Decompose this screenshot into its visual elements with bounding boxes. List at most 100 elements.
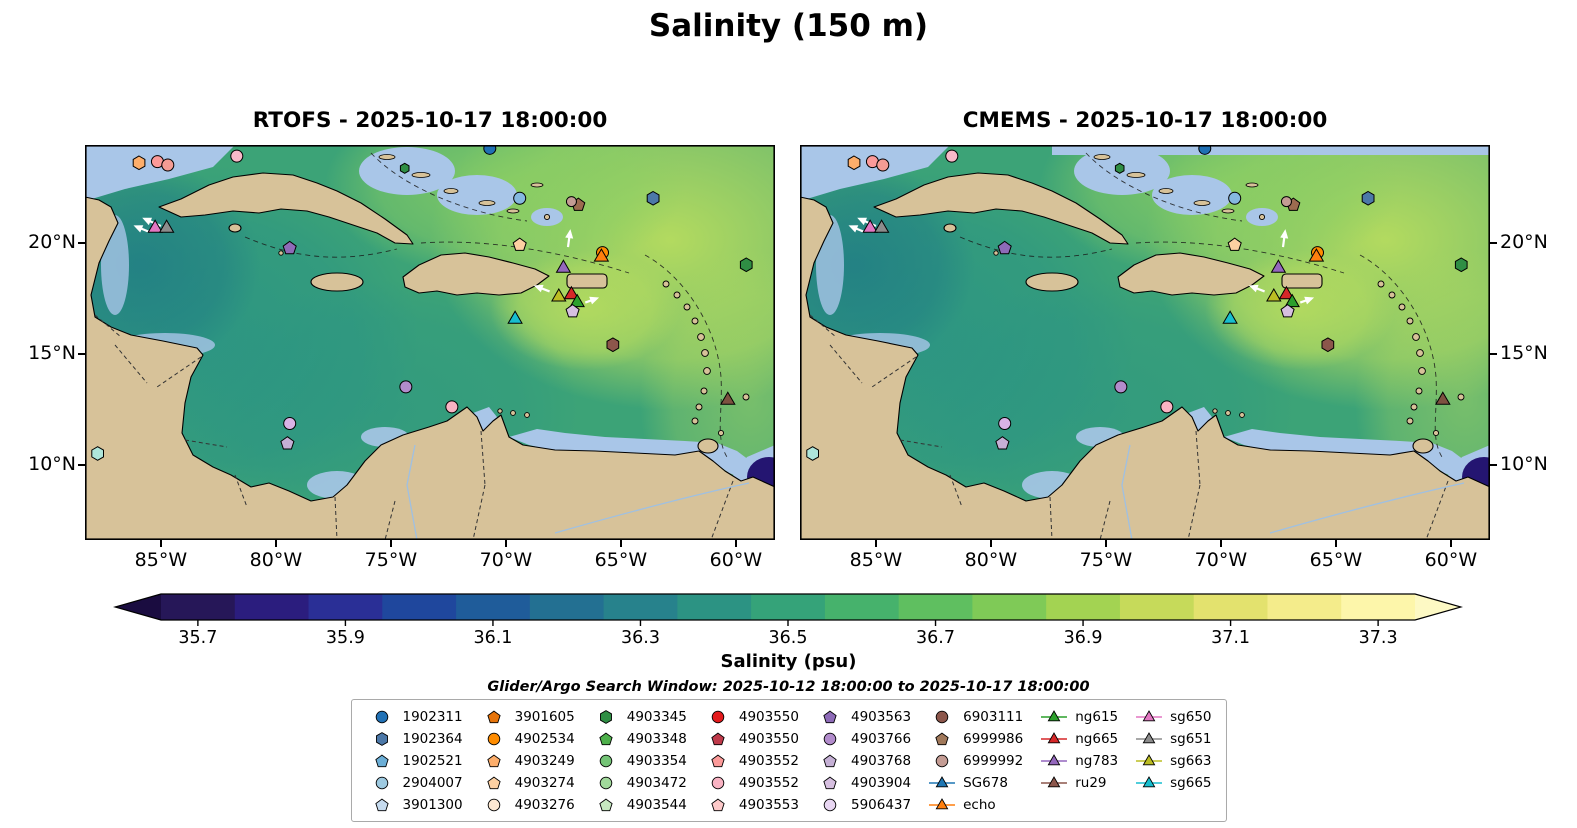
x-tick-label: 75°W [364, 549, 418, 571]
legend: 1902311 1902364 1902521 2904007 3901300 39016… [350, 699, 1227, 822]
map-marker-3901300 [91, 446, 104, 461]
circle-marker-icon [823, 732, 837, 745]
map-marker-6903111 [1321, 337, 1335, 353]
legend-label: 4903550 [738, 730, 799, 747]
map-marker-ng615 [569, 293, 585, 308]
legend-entry-4903274: 4903274 [478, 773, 575, 792]
legend-entry-ng615: ng615 [1038, 707, 1118, 726]
map-marker-6903111 [606, 337, 620, 353]
legend-label: 4903472 [626, 774, 687, 791]
x-tick-mark [1219, 540, 1222, 547]
legend-column: 6903111 6999986 6999992 SG678 echo [926, 707, 1023, 814]
glider-marker-icon [1041, 731, 1068, 743]
legend-label: 6999992 [963, 752, 1024, 769]
legend-label: 4903904 [850, 774, 912, 791]
glider-marker-icon [929, 775, 956, 787]
x-tick-label: 85°W [849, 549, 903, 571]
legend-label: 3901605 [514, 708, 575, 725]
legend-column: 3901605 4902534 4903249 4903274 4903276 [478, 707, 575, 814]
map-marker-ng615 [1284, 293, 1300, 308]
legend-column: 4903563 4903766 4903768 4903904 5906437 [814, 707, 911, 814]
legend-entry-4903904: 4903904 [814, 773, 911, 792]
legend-label: 3901300 [402, 796, 463, 813]
map-marker-4903766 [399, 380, 413, 394]
map-marker-4903345 [739, 257, 753, 273]
map-marker-2904007 [1228, 191, 1242, 205]
legend-entry-sg650: sg650 [1133, 707, 1212, 726]
legend-entry-sg663: sg663 [1133, 751, 1212, 770]
circle-marker-icon [935, 754, 949, 767]
circle-marker-icon [711, 710, 725, 723]
colorbar-tick-label: 36.5 [768, 628, 808, 648]
legend-entry-4903550: 4903550 [702, 729, 799, 748]
colorbar-tick-label: 35.9 [325, 628, 365, 648]
map-marker-ng783 [555, 259, 572, 273]
pentagon-marker-icon [599, 798, 613, 811]
legend-label: sg665 [1170, 774, 1212, 791]
legend-label: ru29 [1075, 774, 1107, 791]
pentagon-marker-icon [823, 710, 837, 723]
legend-label: ng783 [1075, 752, 1119, 769]
legend-label: 1902364 [402, 730, 463, 747]
legend-label: 1902311 [402, 708, 463, 725]
glider-marker-icon [929, 797, 956, 809]
legend-entry-5906437: 5906437 [814, 795, 911, 814]
legend-column: 1902311 1902364 1902521 2904007 3901300 [365, 707, 463, 814]
map-marker-2904007 [513, 191, 527, 205]
colorbar-tick-label: 35.7 [178, 628, 218, 648]
legend-label: SG678 [963, 774, 1008, 791]
circle-marker-icon [711, 776, 725, 789]
figure-title: Salinity (150 m) [648, 8, 929, 44]
legend-entry-echo: echo [926, 795, 1023, 814]
panel-title-cmems: CMEMS - 2025-10-17 18:00:00 [962, 108, 1328, 133]
legend-label: 4903274 [514, 774, 575, 791]
legend-entry-6999986: 6999986 [926, 729, 1023, 748]
x-tick-mark [989, 540, 992, 547]
glider-marker-icon [1041, 775, 1068, 787]
legend-entry-4903550: 4903550 [702, 707, 799, 726]
legend-entry-4902534: 4902534 [478, 729, 575, 748]
map-marker-echo [593, 248, 610, 262]
colorbar-tick-label: 36.7 [916, 628, 955, 648]
pentagon-marker-icon [711, 798, 725, 811]
map-marker-6999992 [161, 158, 175, 172]
legend-entry-ng665: ng665 [1038, 729, 1118, 748]
legend-label: ng615 [1075, 708, 1119, 725]
colorbar [112, 592, 1464, 632]
pentagon-marker-icon [374, 798, 389, 811]
legend-entry-4903348: 4903348 [590, 729, 687, 748]
legend-label: 4903348 [626, 730, 687, 747]
legend-label: 4903249 [514, 752, 575, 769]
legend-label: 4902534 [514, 730, 575, 747]
map-marker-6999992 [565, 196, 577, 208]
map-marker-sg651 [873, 219, 890, 233]
legend-entry-1902364: 1902364 [365, 729, 463, 748]
map-marker-4903766 [1114, 380, 1128, 394]
colorbar-tick-label: 37.1 [1211, 628, 1251, 648]
pentagon-marker-icon [935, 732, 949, 745]
legend-entry-4903553: 4903553 [702, 795, 799, 814]
map-marker-6999992 [1280, 196, 1292, 208]
map-marker-1902311 [1198, 145, 1212, 155]
pentagon-marker-icon [374, 754, 389, 767]
x-tick-label: 70°W [479, 549, 533, 571]
legend-label: 4903553 [738, 796, 799, 813]
map-marker-4903249 [132, 155, 146, 171]
map-marker-4903249 [847, 155, 861, 171]
map-marker-ru29 [720, 391, 736, 405]
map-marker-sg650 [862, 219, 878, 233]
y-tick-label: 15°N [28, 341, 76, 364]
legend-entry-4903552: 4903552 [702, 751, 799, 770]
x-tick-mark [734, 540, 737, 547]
map-marker-sg650 [147, 219, 163, 233]
glider-marker-icon [1136, 709, 1163, 721]
legend-label: 4903345 [626, 708, 687, 725]
legend-label: 4903544 [626, 796, 687, 813]
map-marker-3901300 [806, 446, 819, 461]
legend-column: sg650 sg651 sg663 sg665 [1133, 707, 1212, 814]
legend-label: sg651 [1170, 730, 1212, 747]
legend-label: 4903550 [738, 708, 799, 725]
legend-entry-3901605: 3901605 [478, 707, 575, 726]
colorbar-tick-label: 36.3 [620, 628, 660, 648]
